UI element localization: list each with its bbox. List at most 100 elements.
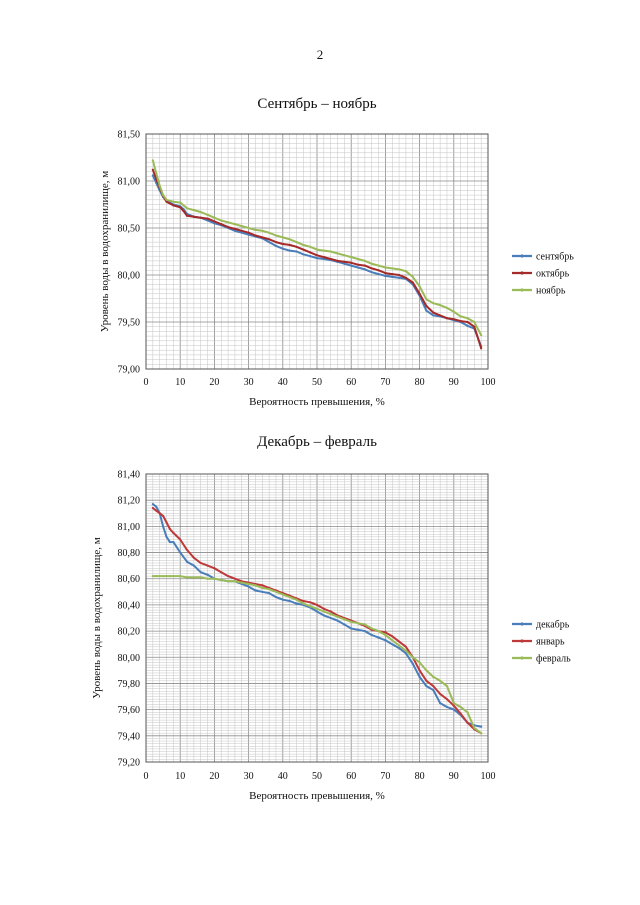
data-point	[309, 605, 312, 608]
data-point	[213, 567, 216, 570]
data-point	[151, 174, 154, 177]
data-point	[418, 292, 421, 295]
y-tick-label: 80,50	[118, 224, 141, 235]
data-point	[281, 593, 284, 596]
data-point	[356, 266, 360, 269]
data-point	[309, 255, 312, 258]
x-tick-label: 100	[481, 771, 496, 782]
x-tick-label: 60	[346, 771, 356, 782]
data-point	[329, 612, 332, 616]
data-point	[315, 248, 319, 251]
data-point	[329, 610, 332, 613]
data-point	[247, 231, 250, 234]
data-point	[168, 575, 172, 578]
data-point	[172, 575, 175, 578]
legend-label: сентябрь	[536, 252, 574, 263]
data-point	[155, 172, 158, 175]
data-point	[182, 209, 185, 213]
data-point	[199, 216, 202, 219]
data-point	[295, 245, 298, 248]
data-point	[192, 564, 195, 567]
data-point	[315, 603, 319, 607]
data-point	[425, 309, 428, 312]
data-point	[391, 635, 394, 638]
page-number: 2	[316, 47, 324, 62]
chart-title: Декабрь – февраль	[257, 434, 377, 450]
x-tick-label: 0	[144, 771, 149, 782]
x-tick-label: 70	[380, 377, 390, 388]
data-point	[350, 627, 353, 630]
data-point	[155, 505, 158, 508]
data-point	[151, 503, 154, 506]
data-point	[404, 645, 408, 648]
legend-item: февраль	[512, 654, 571, 665]
x-tick-label: 90	[449, 377, 459, 388]
data-point	[206, 217, 209, 220]
data-point	[151, 168, 154, 171]
data-point	[418, 285, 421, 288]
data-point	[356, 263, 360, 266]
series-line	[152, 503, 482, 728]
y-tick-label: 79,40	[118, 731, 141, 742]
y-tick-label: 79,20	[118, 758, 141, 769]
data-point	[363, 623, 366, 626]
data-point	[261, 236, 264, 239]
data-point	[391, 639, 394, 642]
data-point	[480, 732, 483, 735]
data-point	[165, 535, 168, 538]
data-point	[155, 509, 158, 512]
data-point	[391, 643, 394, 646]
data-point	[466, 721, 469, 724]
data-point	[281, 247, 284, 250]
data-point	[370, 262, 373, 265]
chart-1: Сентябрь – ноябрь 0 10 20 30 40 50 60 70 80 90 100 7…	[99, 96, 574, 408]
data-point	[377, 629, 380, 633]
data-point	[302, 243, 305, 247]
y-tick-label: 80,80	[118, 548, 141, 559]
data-point	[439, 692, 442, 696]
data-point	[459, 712, 462, 715]
data-point	[397, 640, 401, 643]
y-tick-label: 79,00	[118, 365, 141, 376]
data-point	[213, 216, 216, 219]
data-point	[350, 261, 353, 264]
data-point	[322, 614, 325, 617]
data-point	[172, 540, 175, 544]
data-point	[377, 272, 380, 276]
data-point	[192, 576, 195, 579]
data-point	[377, 636, 380, 639]
data-point	[226, 575, 230, 578]
legend-item: декабрь	[512, 620, 570, 631]
x-tick-label: 30	[244, 771, 254, 782]
data-point	[466, 320, 469, 324]
data-point	[411, 656, 414, 659]
data-point	[206, 219, 209, 222]
legend-marker	[520, 656, 524, 660]
y-tick-label: 80,40	[118, 600, 141, 611]
data-point	[295, 250, 298, 253]
data-point	[213, 577, 216, 580]
data-point	[397, 644, 401, 647]
data-point	[343, 260, 346, 263]
y-tick-label: 79,80	[118, 679, 141, 690]
data-point	[240, 581, 243, 584]
x-tick-label: 50	[312, 377, 322, 388]
data-point	[185, 548, 189, 552]
data-point	[356, 622, 360, 625]
data-point	[274, 595, 278, 599]
data-point	[459, 705, 462, 709]
y-tick-label: 79,60	[118, 705, 141, 716]
plot-grid	[145, 473, 489, 763]
data-point	[439, 303, 442, 307]
data-point	[220, 223, 223, 226]
data-point	[315, 610, 319, 613]
chart-2: Декабрь – февраль 0 10 20 30 40 50 60 70 80 90 100 7…	[91, 434, 571, 802]
data-point	[356, 628, 360, 631]
data-point	[288, 595, 291, 599]
x-tick-label: 60	[346, 377, 356, 388]
data-point	[473, 320, 476, 324]
data-point	[336, 259, 339, 262]
data-point	[480, 347, 483, 350]
data-point	[322, 249, 325, 252]
data-point	[397, 276, 401, 279]
